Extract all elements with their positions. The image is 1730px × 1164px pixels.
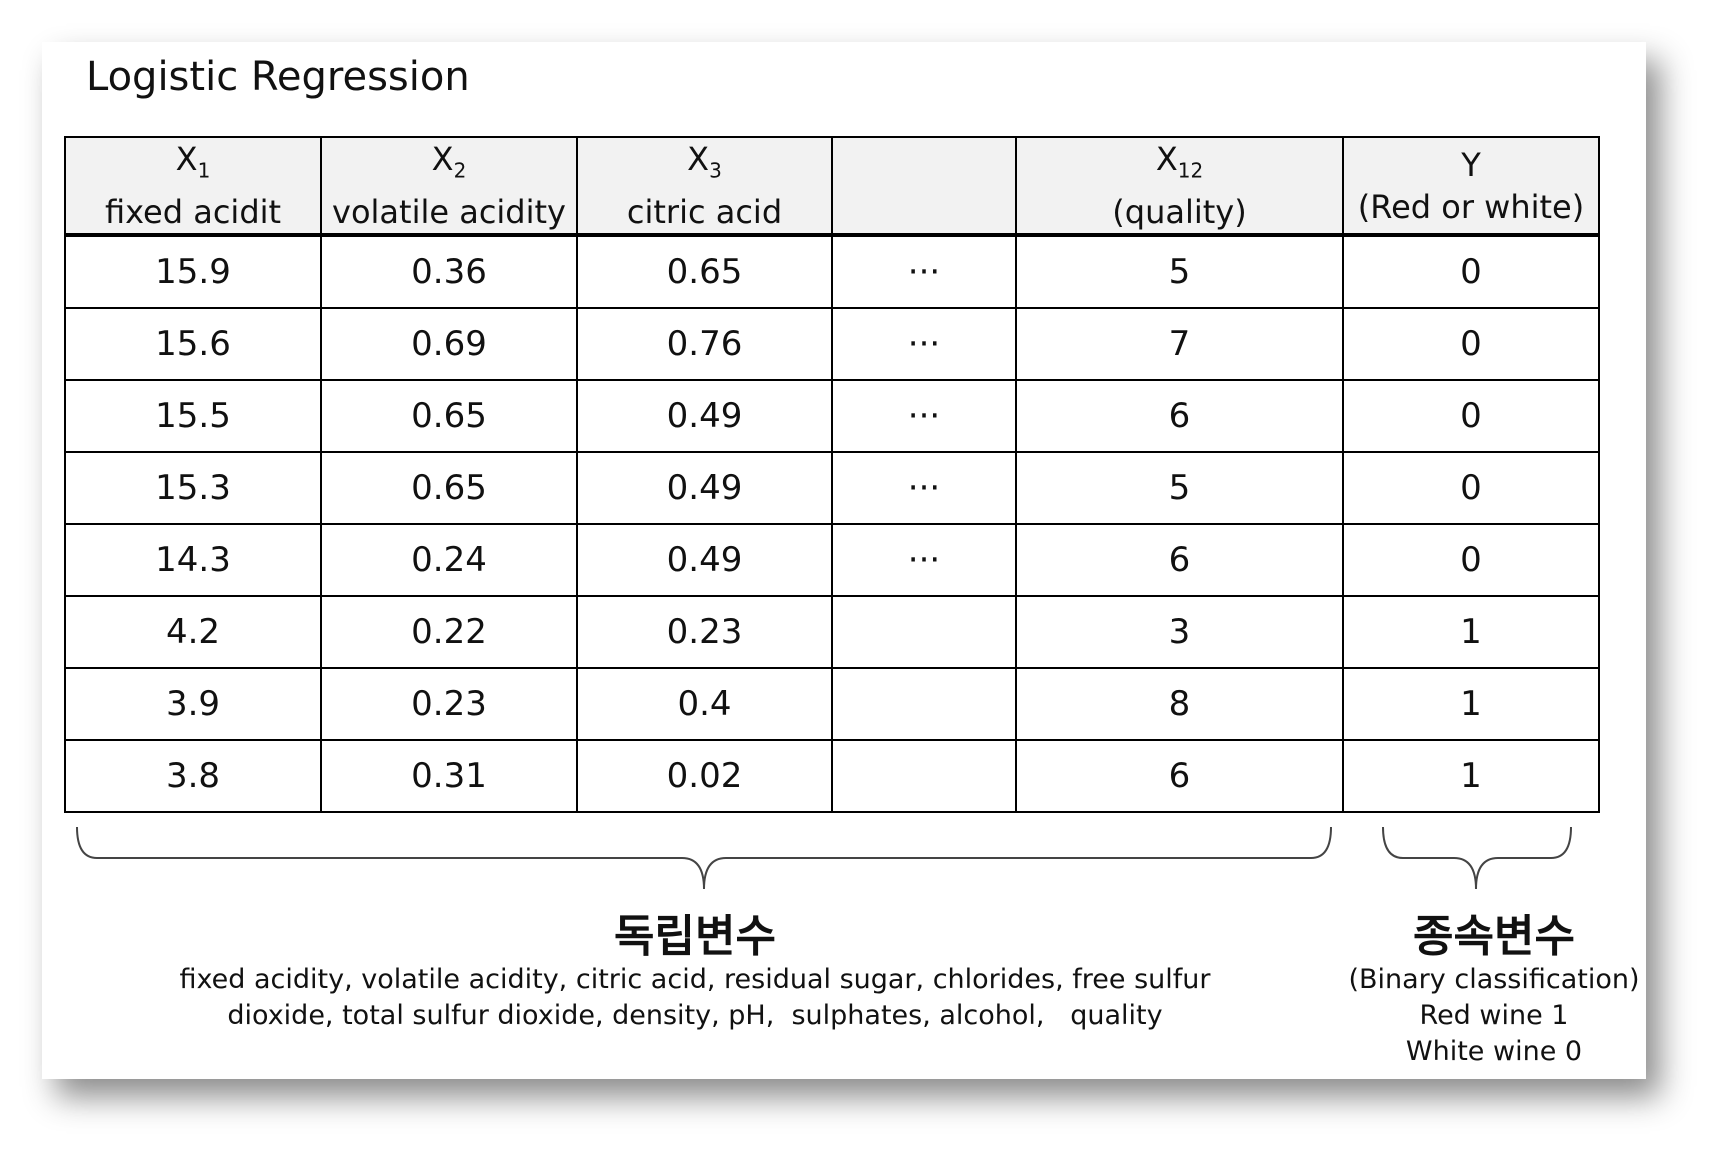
- table-cell: 5: [1015, 451, 1344, 526]
- header-cell: X2 volatile acidity: [320, 135, 578, 238]
- table-cell: 1: [1342, 667, 1600, 742]
- table-cell: 0.76: [576, 307, 833, 382]
- header-cell: X1 fixed acidit: [64, 135, 322, 238]
- table-cell: 3: [1015, 595, 1344, 670]
- table-cell: 1: [1342, 595, 1600, 670]
- table-row: 15.5 0.65 0.49 ··· 6 0: [64, 379, 1600, 454]
- table-cell: 7: [1015, 307, 1344, 382]
- header-cell: X12 (quality): [1015, 135, 1344, 238]
- header-symbol: X: [175, 140, 198, 178]
- table-row: 15.3 0.65 0.49 ··· 5 0: [64, 451, 1600, 526]
- table-cell: 15.6: [64, 307, 322, 382]
- table-cell: 5: [1015, 234, 1344, 310]
- table-cell: [831, 595, 1017, 670]
- group-description: dioxide, total sulfur dioxide, density, …: [227, 1000, 1163, 1031]
- table-cell: 6: [1015, 523, 1344, 598]
- table-row: 15.6 0.69 0.76 ··· 7 0: [64, 307, 1600, 382]
- group-description: (Binary classification): [1348, 964, 1640, 995]
- table-cell: 3.8: [64, 739, 322, 814]
- group-description: White wine 0: [1405, 1036, 1583, 1067]
- table-cell: ···: [831, 307, 1017, 382]
- brace-dependent: [1382, 826, 1572, 890]
- table-cell: 0.65: [576, 234, 833, 310]
- table-cell: 0.24: [320, 523, 578, 598]
- table-cell: 0.49: [576, 379, 833, 454]
- table-cell: 0.65: [320, 379, 578, 454]
- table-cell: ···: [831, 234, 1017, 310]
- table-cell: 4.2: [64, 595, 322, 670]
- header-name: (quality): [1112, 193, 1247, 232]
- header-subscript: 12: [1177, 158, 1204, 183]
- header-row: X1 fixed acidit X2 volatile acidity X3 citric…: [64, 135, 1600, 238]
- table-cell: 8: [1015, 667, 1344, 742]
- table-cell: [831, 667, 1017, 742]
- table-cell: 0.31: [320, 739, 578, 814]
- table-cell: ···: [831, 451, 1017, 526]
- header-cell: [831, 135, 1017, 238]
- title: Logistic Regression: [86, 54, 470, 100]
- table-cell: 0: [1342, 234, 1600, 310]
- table-cell: 15.9: [64, 234, 322, 310]
- table-cell: 0.49: [576, 451, 833, 526]
- table-cell: 6: [1015, 379, 1344, 454]
- header-subscript: 3: [709, 158, 722, 183]
- table-row: 14.3 0.24 0.49 ··· 6 0: [64, 523, 1600, 598]
- header-name: (Red or white): [1357, 187, 1585, 226]
- brace-independent: [76, 826, 1332, 890]
- header-symbol: X: [431, 140, 454, 178]
- braces: [76, 826, 1572, 890]
- table-cell: 0.02: [576, 739, 833, 814]
- card: Logistic Regression X1 fixed acidit X2 vola…: [42, 42, 1646, 1079]
- table-cell: 0.65: [320, 451, 578, 526]
- group-description: fixed acidity, volatile acidity, citric …: [179, 964, 1211, 995]
- table-cell: 0.23: [576, 595, 833, 670]
- header-symbol: Y: [1461, 145, 1481, 184]
- group-label: 독립변수: [614, 911, 776, 962]
- group-description: Red wine 1: [1419, 1000, 1569, 1031]
- table-cell: 0: [1342, 451, 1600, 526]
- table-cell: 15.5: [64, 379, 322, 454]
- table-cell: 0.69: [320, 307, 578, 382]
- header-name: volatile acidity: [332, 193, 566, 232]
- table-cell: 0: [1342, 523, 1600, 598]
- header-name: citric acid: [626, 193, 783, 232]
- table-cell: 0: [1342, 379, 1600, 454]
- table-row: 3.9 0.23 0.4 8 1: [64, 667, 1600, 742]
- table-cell: 0.49: [576, 523, 833, 598]
- header-name: fixed acidit: [104, 193, 282, 232]
- table-row: 3.8 0.31 0.02 6 1: [64, 739, 1600, 814]
- header-symbol: X: [1155, 140, 1178, 178]
- table-cell: ···: [831, 379, 1017, 454]
- table-cell: 6: [1015, 739, 1344, 814]
- table-cell: 14.3: [64, 523, 322, 598]
- table-cell: 3.9: [64, 667, 322, 742]
- data-table: X1 fixed acidit X2 volatile acidity X3 citric…: [64, 135, 1600, 814]
- table-cell: [831, 739, 1017, 814]
- table-cell: 0.22: [320, 595, 578, 670]
- table-cell: 15.3: [64, 451, 322, 526]
- header-cell: Y (Red or white): [1342, 135, 1600, 238]
- header-cell: X3 citric acid: [576, 135, 833, 238]
- group-label: 종속변수: [1413, 911, 1575, 962]
- header-subscript: 1: [197, 158, 211, 183]
- header-symbol: X: [687, 140, 710, 178]
- header-subscript: 2: [453, 158, 467, 183]
- table-cell: 0: [1342, 307, 1600, 382]
- table-row: 4.2 0.22 0.23 3 1: [64, 595, 1600, 670]
- table-row: 15.9 0.36 0.65 ··· 5 0: [64, 234, 1600, 310]
- table-cell: 0.23: [320, 667, 578, 742]
- table-cell: ···: [831, 523, 1017, 598]
- table-cell: 0.36: [320, 234, 578, 310]
- table-cell: 1: [1342, 739, 1600, 814]
- table-cell: 0.4: [576, 667, 833, 742]
